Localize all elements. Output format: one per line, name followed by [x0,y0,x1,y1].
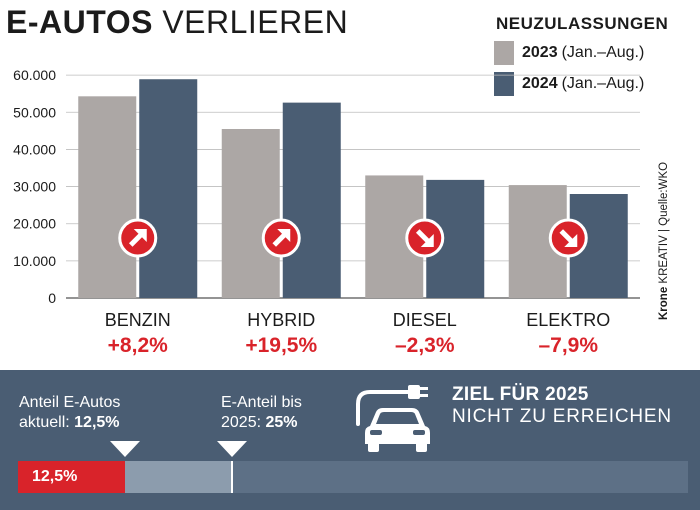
current-share-label: Anteil E-Autos aktuell: 12,5% [19,393,120,433]
bar-benzin-2024 [139,79,198,298]
current-share-line1: Anteil E-Autos [19,394,121,411]
share-progress-bar: 12,5% [18,461,688,493]
legend-period: (Jan.–Aug.) [561,44,645,61]
target-share-line1: E-Anteil bis [221,394,302,411]
bar-hybrid-2024 [282,102,341,298]
arrow-up-right-icon [128,229,147,247]
y-tick-label: 30.000 [13,179,56,195]
current-share-marker [110,441,140,457]
bar-benzin-2023 [78,96,137,298]
legend-swatch-2024 [494,72,514,96]
current-share-fill: 12,5% [18,461,125,493]
legend-period: (Jan.–Aug.) [561,75,645,92]
y-tick-label: 0 [48,290,56,306]
y-tick-label: 60.000 [13,67,56,83]
legend-year: 2024 [522,75,558,92]
change-label: –7,9% [538,334,598,357]
target-share-label: E-Anteil bis 2025: 25% [221,393,302,433]
goal-line1: ZIEL FÜR 2025 [452,384,589,405]
title-light: VERLIEREN [162,4,349,40]
change-label: +8,2% [108,334,168,357]
category-label: DIESEL [393,310,457,330]
category-label: ELEKTRO [526,310,610,330]
category-label: BENZIN [105,310,171,330]
y-tick-label: 40.000 [13,141,56,157]
legend-year: 2023 [522,44,558,61]
y-tick-label: 50.000 [13,104,56,120]
goal-line2: NICHT ZU ERREICHEN [452,406,672,427]
legend-item-2024: 2024 (Jan.–Aug.) [494,71,644,97]
y-tick-label: 10.000 [13,253,56,269]
legend-item-2023: 2023 (Jan.–Aug.) [494,40,644,66]
charging-car-icon [356,385,430,452]
chart-title: E-AUTOS VERLIEREN [6,2,348,42]
target-share-line2: 2025: [221,414,262,431]
arrow-down-right-icon [415,229,434,247]
target-share-marker [217,441,247,457]
bar-chart: 0 10.000 20.000 30.000 40.000 50.000 60.000 BEN… [13,67,640,357]
category-label: HYBRID [247,310,315,330]
legend-title: NEUZULASSUNGEN [496,14,669,33]
current-share-value: 12,5% [74,414,120,431]
target-share-value: 25% [265,414,298,431]
title-bold: E-AUTOS [6,4,153,40]
change-label: –2,3% [395,334,455,357]
target-share-divider [231,461,233,493]
y-tick-label: 20.000 [13,216,56,232]
bar-hybrid-2023 [221,129,280,298]
legend-swatch-2023 [494,41,514,65]
arrow-up-right-icon [272,229,291,247]
arrow-down-right-icon [559,229,578,247]
goal-statement: ZIEL FÜR 2025 NICHT ZU ERREICHEN [452,384,672,428]
change-label: +19,5% [245,334,317,357]
current-share-line2: aktuell: [19,414,70,431]
